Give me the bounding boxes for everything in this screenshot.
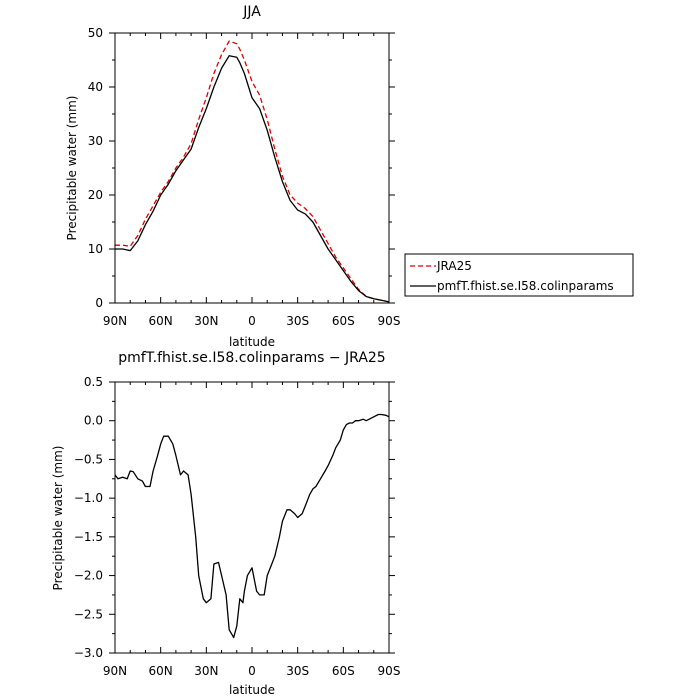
top-y-tick-label: 40 — [88, 80, 103, 94]
bottom-x-tick-label: 30N — [194, 664, 218, 678]
bottom-x-tick-label: 60S — [332, 664, 355, 678]
bottom-plot-frame — [114, 381, 390, 654]
bottom-y-tick-label: −3.0 — [74, 646, 103, 660]
bottom-y-tick-label: 0.5 — [84, 375, 103, 389]
legend-label-model: pmfT.fhist.se.I58.colinparams — [437, 279, 614, 293]
bottom-y-tick-label: −0.5 — [74, 452, 103, 466]
bottom-series-layer — [114, 413, 390, 639]
top-x-axis-label: latitude — [229, 335, 275, 349]
top-chart-title: JJA — [242, 4, 261, 20]
top-x-tick-label: 90S — [378, 314, 401, 328]
top-y-tick-label: 0 — [95, 296, 103, 310]
bottom-y-axis-label: Precipitable water (mm) — [51, 446, 65, 591]
bottom-x-tick-label: 30S — [286, 664, 309, 678]
bottom-y-tick-label: −2.0 — [74, 569, 103, 583]
top-y-tick-label: 20 — [88, 188, 103, 202]
top-chart: JJA 90N 60N 30N 0 30S 60S 90S 0 10 20 30 40 50 latit… — [65, 4, 634, 349]
legend-box — [404, 253, 634, 297]
bottom-y-tick-label: 0.0 — [84, 414, 103, 428]
bottom-x-tick-label: 90N — [103, 664, 127, 678]
top-y-tick-label: 50 — [88, 26, 103, 40]
bottom-y-tick-label: −1.5 — [74, 530, 103, 544]
bottom-y-tick-label: −2.5 — [74, 607, 103, 621]
top-x-tick-label: 30S — [286, 314, 309, 328]
bottom-x-axis-label: latitude — [229, 683, 275, 697]
bottom-y-tick-label: −1.0 — [74, 491, 103, 505]
top-x-tick-label: 60S — [332, 314, 355, 328]
bottom-chart: pmfT.fhist.se.I58.colinparams − JRA25 90… — [51, 350, 400, 697]
top-y-axis-label: Precipitable water (mm) — [65, 96, 79, 241]
bottom-x-tick-label: 0 — [248, 664, 256, 678]
top-legend: JRA25 pmfT.fhist.se.I58.colinparams — [404, 253, 634, 297]
top-series-line-pmft-fhist-se-i58-colinparams — [115, 55, 390, 303]
top-x-tick-label: 0 — [248, 314, 256, 328]
bottom-x-tick-label: 60N — [149, 664, 173, 678]
legend-label-jra25: JRA25 — [436, 259, 472, 273]
top-x-tick-label: 90N — [103, 314, 127, 328]
top-x-tick-label: 30N — [194, 314, 218, 328]
top-plot-frame — [114, 32, 390, 304]
bottom-series-line-difference — [114, 413, 390, 639]
top-y-tick-label: 30 — [88, 134, 103, 148]
bottom-chart-title: pmfT.fhist.se.I58.colinparams − JRA25 — [118, 350, 385, 366]
bottom-x-tick-label: 90S — [378, 664, 401, 678]
top-y-tick-label: 10 — [88, 242, 103, 256]
top-x-tick-label: 60N — [149, 314, 173, 328]
top-series-line-jra25 — [115, 40, 390, 303]
top-series-layer — [115, 40, 390, 303]
